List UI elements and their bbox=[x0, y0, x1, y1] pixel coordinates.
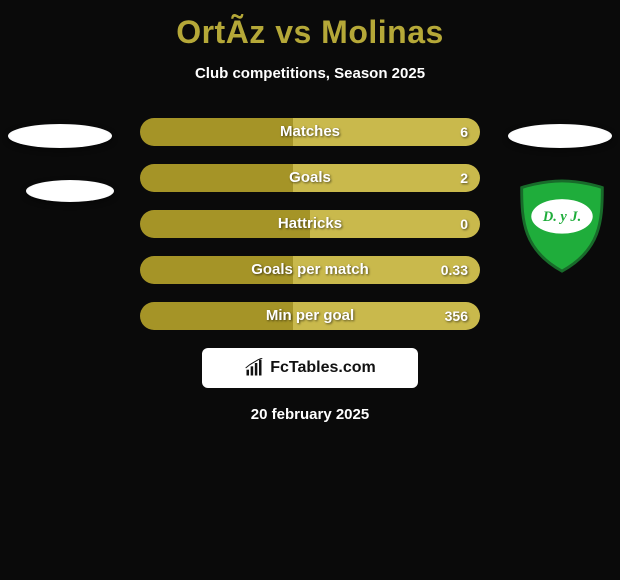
stat-row: Goals per match0.33 bbox=[140, 256, 480, 284]
footer-date: 20 february 2025 bbox=[0, 406, 620, 423]
stat-label: Min per goal bbox=[140, 302, 480, 330]
stats-container: Matches6Goals2Hattricks0Goals per match0… bbox=[140, 118, 480, 330]
stat-row: Hattricks0 bbox=[140, 210, 480, 238]
bar-chart-icon bbox=[244, 358, 264, 378]
stat-row: Goals2 bbox=[140, 164, 480, 192]
stat-value-right: 6 bbox=[460, 118, 468, 146]
right-oval-1 bbox=[508, 124, 612, 148]
stat-row: Min per goal356 bbox=[140, 302, 480, 330]
club-badge-icon: D. y J. bbox=[514, 178, 610, 274]
stat-value-right: 0 bbox=[460, 210, 468, 238]
stat-label: Goals bbox=[140, 164, 480, 192]
left-oval-2 bbox=[26, 180, 114, 202]
subtitle: Club competitions, Season 2025 bbox=[0, 65, 620, 82]
stat-value-right: 356 bbox=[445, 302, 468, 330]
stat-label: Matches bbox=[140, 118, 480, 146]
brand-text: FcTables.com bbox=[270, 359, 376, 377]
stat-value-right: 0.33 bbox=[441, 256, 468, 284]
stat-label: Hattricks bbox=[140, 210, 480, 238]
stat-label: Goals per match bbox=[140, 256, 480, 284]
svg-text:D. y J.: D. y J. bbox=[542, 209, 581, 225]
brand-badge[interactable]: FcTables.com bbox=[202, 348, 418, 388]
left-oval-1 bbox=[8, 124, 112, 148]
stat-value-right: 2 bbox=[460, 164, 468, 192]
page-title: OrtÃz vs Molinas bbox=[0, 0, 620, 51]
stat-row: Matches6 bbox=[140, 118, 480, 146]
